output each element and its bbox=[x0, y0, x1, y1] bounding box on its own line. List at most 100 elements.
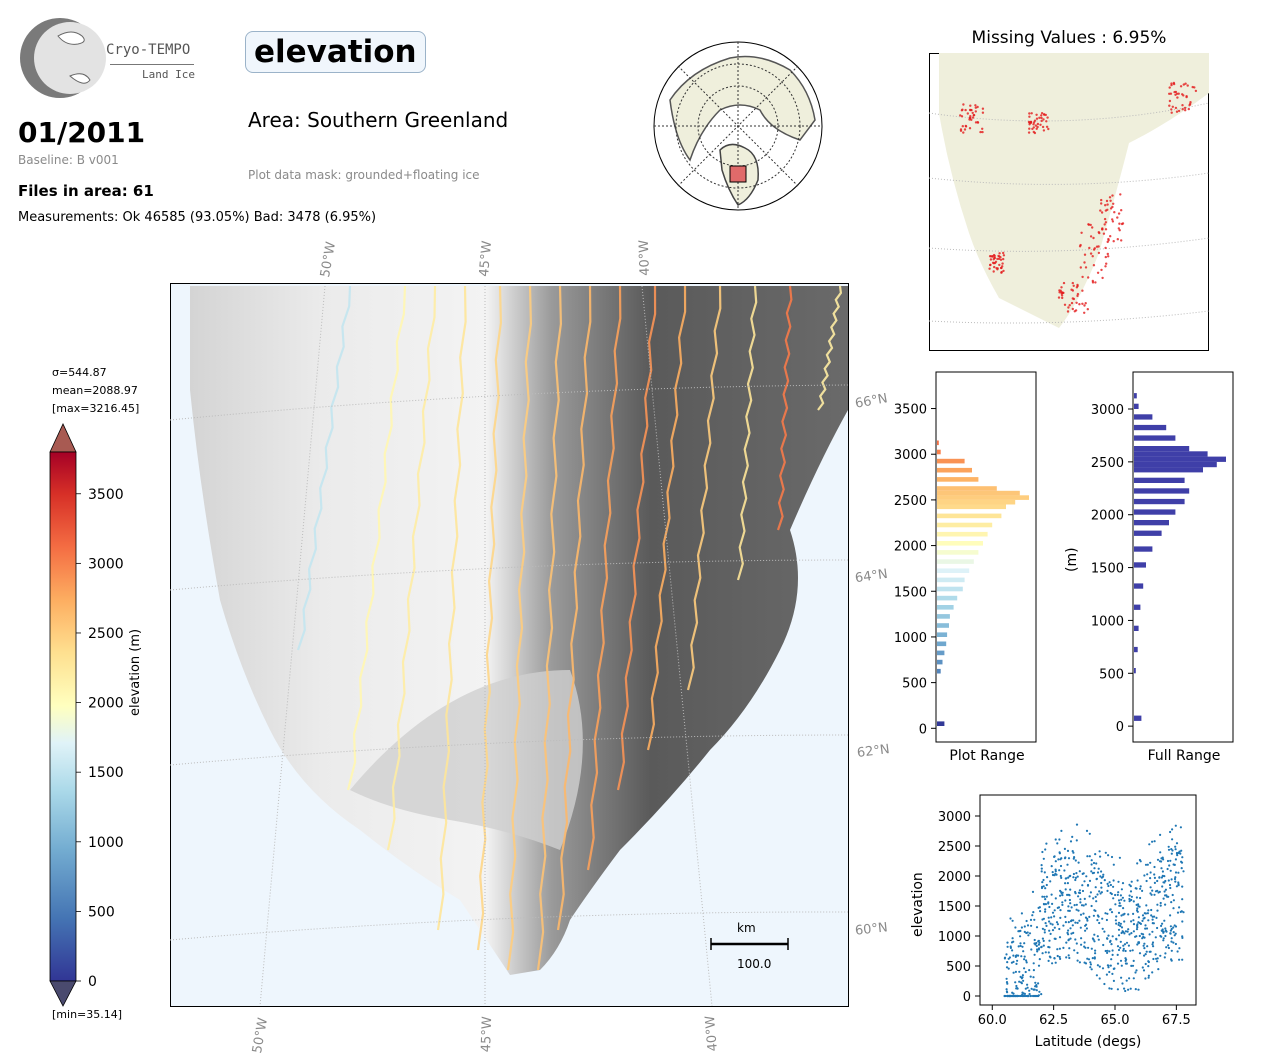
histogram-bar bbox=[1134, 424, 1167, 431]
scatter-point bbox=[1130, 895, 1133, 898]
missing-point bbox=[1002, 254, 1006, 257]
scatter-point bbox=[1032, 976, 1035, 979]
histogram-bar bbox=[937, 632, 948, 637]
scatter-point bbox=[1051, 962, 1054, 965]
scatter-point bbox=[1099, 892, 1102, 895]
scatter-point bbox=[1129, 987, 1132, 990]
scatter-point bbox=[1103, 930, 1106, 933]
missing-point bbox=[1068, 304, 1071, 307]
scatter-point bbox=[1144, 863, 1148, 866]
y-tick-label: 0 bbox=[963, 990, 971, 1005]
scatter-point bbox=[1132, 919, 1135, 922]
scatter-point bbox=[1005, 981, 1009, 984]
missing-point bbox=[1104, 265, 1107, 268]
scatter-point bbox=[1124, 962, 1127, 965]
scatter-point bbox=[1009, 945, 1012, 948]
scatter-point bbox=[1035, 944, 1038, 948]
histogram-bar bbox=[937, 499, 1016, 505]
scatter-point bbox=[1098, 850, 1101, 853]
lon-label-top-45w: 45°W bbox=[477, 240, 496, 278]
missing-point bbox=[1046, 116, 1049, 119]
scatter-point bbox=[1182, 911, 1185, 914]
scatter-point bbox=[1089, 961, 1092, 964]
scatter-point bbox=[1098, 965, 1101, 968]
scatter-point bbox=[1090, 859, 1093, 862]
scatter-point bbox=[1123, 899, 1126, 902]
scatter-point bbox=[1143, 942, 1146, 945]
scatter-point bbox=[1181, 936, 1184, 939]
elevation-track bbox=[817, 285, 843, 411]
scatter-point bbox=[1023, 955, 1026, 958]
scatter-point bbox=[1112, 863, 1115, 866]
missing-point bbox=[993, 265, 996, 269]
logo-subtitle: Land Ice bbox=[142, 68, 195, 81]
scatter-point bbox=[1167, 848, 1171, 851]
missing-point bbox=[1042, 118, 1045, 121]
scatter-point bbox=[1138, 858, 1141, 862]
scatter-point bbox=[1046, 876, 1049, 879]
scatter-point bbox=[1014, 954, 1018, 957]
scatter-point bbox=[1144, 927, 1147, 930]
scatter-point bbox=[1162, 937, 1165, 940]
missing-point bbox=[1030, 112, 1033, 115]
scatter-point bbox=[1073, 856, 1076, 859]
scatter-point bbox=[1152, 945, 1155, 948]
scatter-point bbox=[1130, 920, 1133, 923]
scatter-point bbox=[1032, 911, 1035, 914]
missing-point bbox=[1033, 131, 1037, 135]
scatter-point bbox=[1160, 857, 1163, 860]
scatter-point bbox=[1033, 918, 1036, 921]
lon-label-top-40w: 40°W bbox=[636, 239, 653, 276]
scatter-point bbox=[1163, 919, 1166, 922]
missing-point bbox=[1189, 101, 1192, 104]
scatter-point bbox=[1159, 954, 1162, 957]
scatter-frame bbox=[979, 794, 1197, 1006]
histogram-frame bbox=[1132, 371, 1234, 743]
scatter-point bbox=[1156, 957, 1159, 960]
scatter-point bbox=[1041, 850, 1044, 854]
missing-point bbox=[1091, 226, 1094, 229]
scatter-point bbox=[1138, 934, 1141, 938]
scatter-point bbox=[1109, 964, 1112, 967]
scatter-point bbox=[1124, 957, 1127, 960]
histogram-bar bbox=[1134, 646, 1138, 653]
scatter-point bbox=[1068, 898, 1071, 902]
scatter-point bbox=[1070, 906, 1073, 909]
scatter-point bbox=[1171, 849, 1174, 852]
scatter-point bbox=[1117, 928, 1121, 931]
scatter-point bbox=[1108, 970, 1111, 974]
scatter-point bbox=[1117, 948, 1121, 952]
scatter-point bbox=[1015, 962, 1018, 965]
scatter-point bbox=[1024, 970, 1027, 974]
missing-point bbox=[988, 255, 992, 258]
scatter-point bbox=[1080, 904, 1084, 907]
missing-point bbox=[1181, 93, 1184, 96]
scatter-point bbox=[1158, 860, 1162, 863]
scatter-point bbox=[1006, 991, 1009, 994]
missing-point bbox=[1109, 199, 1112, 202]
scatter-point bbox=[1067, 929, 1070, 932]
y-tick-label: 500 bbox=[902, 677, 927, 692]
missing-point bbox=[1111, 220, 1115, 223]
scatter-point bbox=[1154, 936, 1157, 939]
scatter-point bbox=[1162, 858, 1165, 861]
histogram-bar bbox=[937, 522, 993, 528]
scatter-point bbox=[1176, 911, 1180, 914]
scatter-point bbox=[1172, 907, 1175, 910]
scatter-point bbox=[1095, 877, 1098, 880]
missing-point bbox=[1002, 257, 1005, 261]
missing-point bbox=[1106, 203, 1109, 206]
scatter-ylabel: elevation bbox=[910, 872, 926, 937]
missing-point bbox=[969, 108, 972, 112]
scatter-point bbox=[1115, 922, 1118, 925]
scatter-point bbox=[1153, 876, 1156, 879]
scatter-point bbox=[1093, 909, 1096, 912]
elevation-track bbox=[386, 285, 437, 851]
y-tick-label: 2000 bbox=[938, 870, 971, 885]
scatter-point bbox=[1110, 987, 1113, 990]
scatter-point bbox=[1124, 949, 1127, 953]
scatter-point bbox=[1011, 919, 1014, 922]
scatter-point bbox=[1025, 919, 1028, 923]
histogram-bar bbox=[937, 605, 954, 610]
scatter-point bbox=[1147, 974, 1150, 977]
